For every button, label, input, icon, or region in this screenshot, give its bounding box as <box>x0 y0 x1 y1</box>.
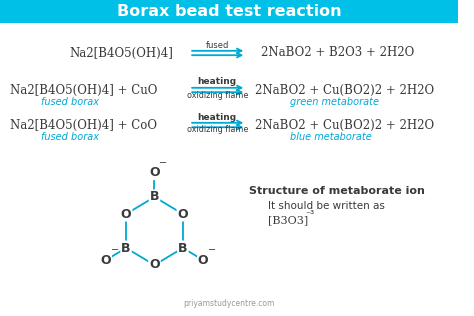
Text: O: O <box>198 253 208 266</box>
Text: O: O <box>149 258 160 271</box>
Text: O: O <box>100 253 111 266</box>
Text: priyamstudycentre.com: priyamstudycentre.com <box>183 300 274 308</box>
Text: heating: heating <box>198 77 237 87</box>
Text: fused: fused <box>206 40 229 50</box>
Text: 2NaBO2 + B2O3 + 2H2O: 2NaBO2 + B2O3 + 2H2O <box>261 46 414 59</box>
Text: Na2[B4O5(OH)4]: Na2[B4O5(OH)4] <box>70 46 173 59</box>
Text: blue metaborate: blue metaborate <box>290 132 372 142</box>
Text: It should be written as: It should be written as <box>268 201 385 211</box>
Text: green metaborate: green metaborate <box>290 97 379 107</box>
Text: fused borax: fused borax <box>41 132 99 142</box>
Text: oxidizing flame: oxidizing flame <box>187 125 248 135</box>
Text: Structure of metaborate ion: Structure of metaborate ion <box>249 186 425 196</box>
Text: Borax bead test reaction: Borax bead test reaction <box>117 4 341 19</box>
Text: −: − <box>111 245 119 255</box>
Text: Na2[B4O5(OH)4] + CuO: Na2[B4O5(OH)4] + CuO <box>9 83 157 96</box>
Text: −: − <box>159 158 167 168</box>
Text: Na2[B4O5(OH)4] + CoO: Na2[B4O5(OH)4] + CoO <box>9 118 156 131</box>
FancyBboxPatch shape <box>0 0 457 23</box>
Text: B: B <box>121 241 131 254</box>
Text: ⁻³: ⁻³ <box>305 210 314 220</box>
Text: B: B <box>178 241 188 254</box>
Text: −: − <box>208 245 216 255</box>
Text: O: O <box>121 208 131 221</box>
Text: [B3O3]: [B3O3] <box>268 215 309 225</box>
Text: oxidizing flame: oxidizing flame <box>187 90 248 100</box>
Text: fused borax: fused borax <box>41 97 99 107</box>
Text: O: O <box>178 208 188 221</box>
Text: heating: heating <box>198 112 237 121</box>
Text: O: O <box>149 167 160 179</box>
Text: B: B <box>150 191 159 204</box>
Text: 2NaBO2 + Cu(BO2)2 + 2H2O: 2NaBO2 + Cu(BO2)2 + 2H2O <box>255 118 434 131</box>
Text: 2NaBO2 + Cu(BO2)2 + 2H2O: 2NaBO2 + Cu(BO2)2 + 2H2O <box>255 83 434 96</box>
